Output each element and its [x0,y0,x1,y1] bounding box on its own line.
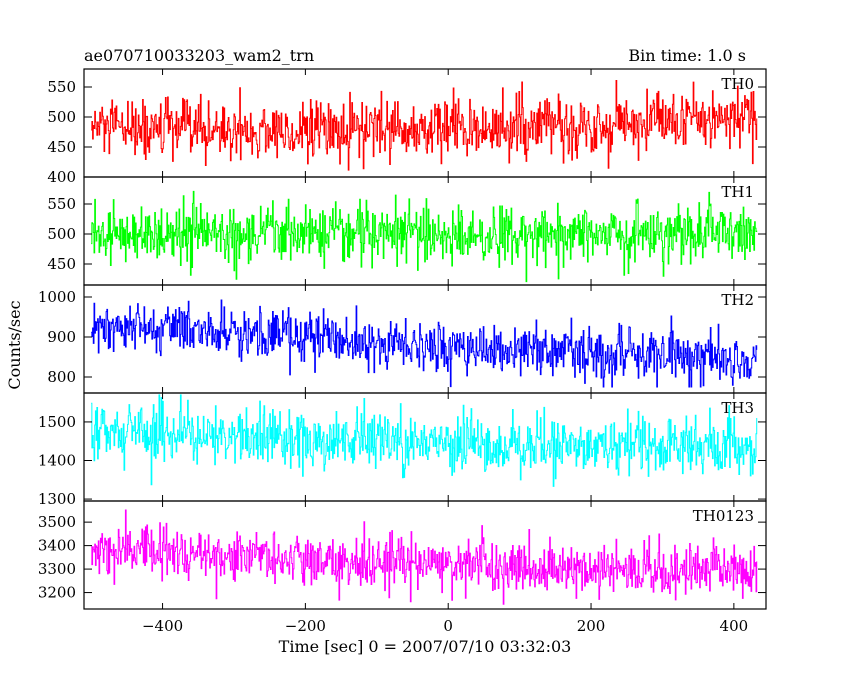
x-tick-label: 400 [720,617,749,635]
y-tick-label: 1300 [38,490,76,508]
y-tick-label: 450 [47,255,76,273]
y-tick-label: 400 [47,168,76,186]
y-tick-label: 1500 [38,413,76,431]
x-tick-label: 200 [577,617,606,635]
y-tick-label: 550 [47,195,76,213]
panel-th1: 450 500 550 TH1 [47,176,767,286]
series-line-th2 [91,299,758,388]
y-tick-label: 1400 [38,452,76,470]
panels: 400 450 500 550 TH0 450 500 550 TH1 800 900 1000 TH2… [38,68,767,610]
series-line-th3 [91,394,758,487]
y-tick-label: 900 [47,328,76,346]
y-tick-label: 450 [47,138,76,156]
y-tick-label: 1000 [38,288,76,306]
y-axis-label: Counts/sec [5,300,24,389]
panel-frame [83,284,767,394]
x-tick-label: −200 [285,617,326,635]
panel-th3: 1300 1400 1500 TH3 [38,392,767,508]
y-tick-label: 500 [47,225,76,243]
panel-label-th3: TH3 [721,399,754,417]
file-label: ae070710033203_wam2_trn [84,46,314,65]
bin-time-label: Bin time: 1.0 s [628,46,746,65]
x-axis: −400 −200 0 200 400 [142,617,748,635]
y-tick-label: 800 [47,368,76,386]
y-tick-label: 3400 [38,537,76,555]
panel-label-th0123: TH0123 [693,507,754,525]
y-tick-label: 500 [47,108,76,126]
series-line-th0 [91,80,758,171]
panel-th0123: 3200 3300 3400 3500 TH0123 [38,500,767,610]
x-axis-label: Time [sec] 0 = 2007/07/10 03:32:03 [279,637,572,656]
panel-label-th2: TH2 [721,291,754,309]
panel-th0: 400 450 500 550 TH0 [47,68,767,186]
series-line-th1 [91,190,758,283]
series-line-th0123 [91,509,758,605]
panel-frame [83,500,767,610]
panel-label-th1: TH1 [721,183,754,201]
x-tick-label: 0 [443,617,453,635]
y-tick-label: 3300 [38,560,76,578]
y-tick-label: 3200 [38,584,76,602]
panel-label-th0: TH0 [721,75,754,93]
x-tick-label: −400 [142,617,183,635]
panel-th2: 800 900 1000 TH2 [38,284,767,394]
y-tick-label: 3500 [38,513,76,531]
y-tick-label: 550 [47,78,76,96]
